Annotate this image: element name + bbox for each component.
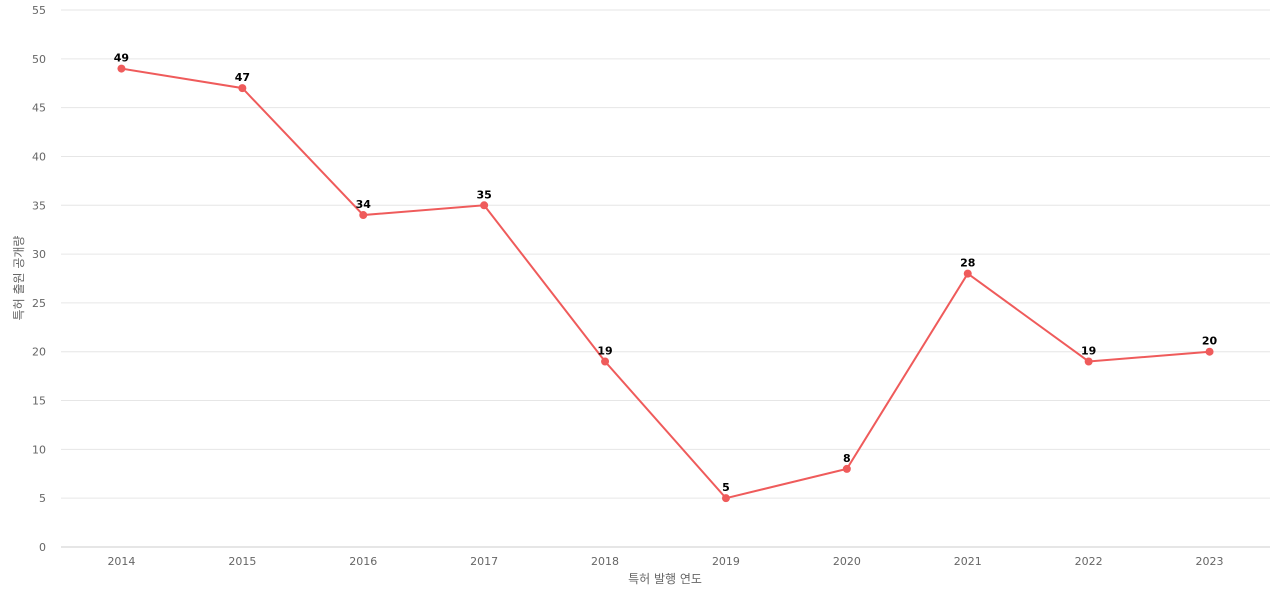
y-axis-title: 특허 출원 공개량 bbox=[12, 236, 26, 321]
data-point[interactable] bbox=[117, 64, 126, 73]
data-point[interactable] bbox=[480, 201, 489, 210]
data-point[interactable] bbox=[1205, 347, 1214, 356]
y-tick-label: 30 bbox=[32, 248, 46, 261]
data-labels-layer: 49 47 34 35 19 5 8 28 19 20 bbox=[114, 52, 1218, 495]
y-tick-label: 10 bbox=[32, 443, 46, 456]
data-label: 28 bbox=[960, 257, 975, 270]
grid-layer bbox=[61, 9, 1270, 548]
x-tick-label: 2015 bbox=[228, 555, 256, 568]
y-axis-ticks: 0 5 10 15 20 25 30 35 40 45 50 55 bbox=[32, 4, 46, 554]
x-tick-label: 2014 bbox=[107, 555, 135, 568]
y-tick-label: 20 bbox=[32, 346, 46, 359]
data-label: 5 bbox=[722, 481, 730, 494]
data-label: 19 bbox=[1081, 344, 1096, 357]
x-tick-label: 2019 bbox=[712, 555, 740, 568]
y-tick-label: 35 bbox=[32, 199, 46, 212]
points-layer bbox=[117, 64, 1214, 503]
x-tick-label: 2017 bbox=[470, 555, 498, 568]
data-label: 35 bbox=[476, 188, 491, 201]
data-point[interactable] bbox=[721, 494, 730, 503]
data-point[interactable] bbox=[842, 464, 851, 473]
y-tick-label: 0 bbox=[39, 541, 46, 554]
y-tick-label: 55 bbox=[32, 4, 46, 17]
data-point[interactable] bbox=[963, 269, 972, 278]
data-label: 8 bbox=[843, 452, 851, 465]
data-point[interactable] bbox=[238, 84, 247, 93]
x-tick-label: 2023 bbox=[1196, 555, 1224, 568]
data-label: 49 bbox=[114, 52, 129, 65]
x-axis-ticks: 2014 2015 2016 2017 2018 2019 2020 2021 2022 2023 bbox=[107, 555, 1223, 568]
x-tick-label: 2022 bbox=[1075, 555, 1103, 568]
series-line bbox=[121, 67, 1210, 500]
data-label: 20 bbox=[1202, 335, 1218, 348]
data-label: 47 bbox=[235, 71, 250, 84]
x-tick-label: 2020 bbox=[833, 555, 861, 568]
y-tick-label: 50 bbox=[32, 53, 46, 66]
x-axis-title: 특허 발행 연도 bbox=[628, 571, 702, 586]
y-tick-label: 45 bbox=[32, 102, 46, 115]
data-point[interactable] bbox=[1084, 357, 1093, 366]
x-tick-label: 2018 bbox=[591, 555, 619, 568]
y-tick-label: 25 bbox=[32, 297, 46, 310]
x-tick-label: 2016 bbox=[349, 555, 377, 568]
data-point[interactable] bbox=[359, 211, 368, 220]
data-label: 19 bbox=[597, 344, 612, 357]
series-layer bbox=[121, 67, 1210, 500]
y-tick-label: 40 bbox=[32, 150, 46, 163]
data-label: 34 bbox=[356, 198, 372, 211]
x-tick-label: 2021 bbox=[954, 555, 982, 568]
data-point[interactable] bbox=[601, 357, 610, 366]
y-tick-label: 15 bbox=[32, 395, 46, 408]
y-tick-label: 5 bbox=[39, 492, 46, 505]
